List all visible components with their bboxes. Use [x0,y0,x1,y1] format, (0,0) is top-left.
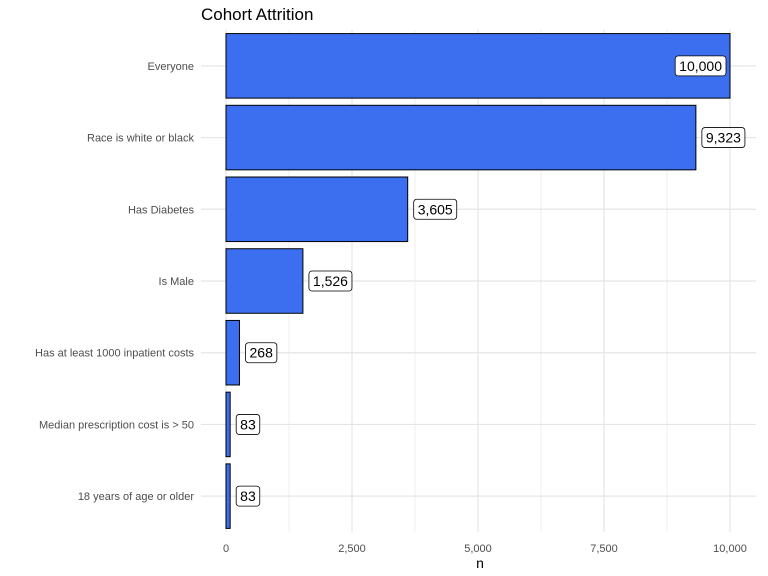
data-label-box [701,127,746,148]
data-label-text: 83 [240,488,256,504]
x-axis-title: n [476,555,484,571]
category-label: Has at least 1000 inpatient costs [35,348,194,360]
data-label-box [235,414,261,435]
category-labels: Everyone Race is white or black Has Diabet… [35,61,194,503]
bar [225,391,231,458]
x-tick-label: 0 [223,543,229,555]
data-label-text: 3,605 [418,201,453,217]
data-label-text: 268 [250,345,274,361]
category-label: Race is white or black [87,133,194,145]
data-label-box [674,55,727,77]
bar [225,104,697,171]
bar [225,319,241,386]
bar [225,33,731,99]
data-label-text: 83 [240,416,256,432]
category-label: Is Male [159,276,194,288]
category-label: Has Diabetes [128,204,195,216]
x-tick-label: 10,000 [713,543,747,555]
data-label: 9,323 [701,127,746,148]
data-label: 83 [235,485,261,507]
category-label: Everyone [148,61,194,73]
category-label: Median prescription cost is > 50 [39,419,194,431]
data-label-text: 9,323 [706,130,741,146]
chart-title: Cohort Attrition [201,5,313,24]
data-label-box [245,342,278,364]
data-label: 1,526 [308,270,353,292]
data-label: 268 [245,342,278,364]
data-label-box [413,198,458,220]
bar [225,176,409,243]
data-label-box [235,485,261,507]
category-label: 18 years of age or older [78,491,195,503]
data-label-text: 10,000 [679,58,722,74]
data-label: 3,605 [413,198,458,220]
data-label-text: 1,526 [313,273,348,289]
data-labels: 10,000 9,323 3,605 1,526 268 83 83 [235,55,746,507]
bar [225,463,231,529]
x-axis-ticks: 0 2,500 5,000 7,500 10,000 [223,543,747,555]
x-tick-label: 5,000 [464,543,492,555]
data-label: 10,000 [674,55,727,77]
bars [225,33,731,529]
data-label-box [308,270,353,292]
data-label: 83 [235,414,261,435]
bar [225,248,304,314]
x-tick-label: 2,500 [338,543,366,555]
x-tick-label: 7,500 [590,543,618,555]
